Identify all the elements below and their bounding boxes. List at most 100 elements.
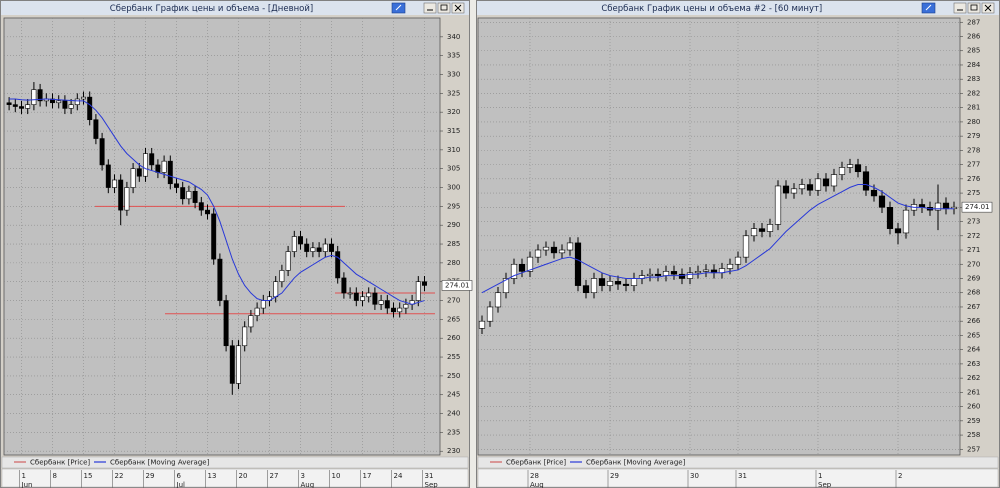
last-value-box xyxy=(961,201,993,213)
last-value-label: 274.01 xyxy=(965,203,990,211)
minimize-button[interactable] xyxy=(423,2,437,14)
candle-body xyxy=(878,195,886,208)
candle-body xyxy=(542,246,550,251)
month-label: Aug xyxy=(301,481,315,488)
candle-body xyxy=(254,307,260,316)
candle-body xyxy=(130,168,136,188)
candle-body xyxy=(298,236,303,245)
candle-body xyxy=(742,235,750,258)
y-tick-label: 295 xyxy=(447,202,460,210)
candle-body xyxy=(74,98,80,105)
y-tick-label: 286 xyxy=(967,33,981,41)
window-gap xyxy=(470,0,476,488)
candle-body xyxy=(782,185,790,194)
candle-body xyxy=(124,187,130,211)
y-tick-label: 257 xyxy=(967,445,980,453)
x-tick-label: 8 xyxy=(53,472,57,480)
y-tick-label: 335 xyxy=(447,52,460,60)
month-label: Jun xyxy=(21,481,33,488)
candle-body xyxy=(167,160,173,185)
maximize-button[interactable] xyxy=(967,2,981,14)
x-tick-label: 6 xyxy=(177,472,182,480)
candle-body xyxy=(678,273,686,279)
candle-body xyxy=(87,96,93,121)
candle-body xyxy=(822,178,830,187)
candle-body xyxy=(68,104,74,109)
candle-body xyxy=(422,281,427,286)
legend-strip xyxy=(1,456,469,469)
candle-body xyxy=(223,300,229,347)
candle-body xyxy=(734,256,742,265)
candle-body xyxy=(494,292,502,308)
candle-body xyxy=(758,228,766,232)
y-tick-label: 310 xyxy=(447,146,460,154)
candle-body xyxy=(750,228,758,237)
candle-body xyxy=(304,243,310,252)
candle-body xyxy=(598,278,606,286)
y-tick-label: 277 xyxy=(967,161,980,169)
candle-body xyxy=(574,242,582,286)
y-tick-label: 255 xyxy=(447,353,460,361)
candle-body xyxy=(790,188,798,194)
candle-body xyxy=(846,164,854,168)
y-tick-label: 340 xyxy=(447,33,460,41)
candle-body xyxy=(606,281,614,286)
candle-body xyxy=(37,89,43,102)
maximize-button[interactable] xyxy=(437,2,451,14)
last-value-label: 274.01 xyxy=(445,281,470,289)
candle-body xyxy=(838,167,846,175)
candle-body xyxy=(622,283,630,286)
candle-body xyxy=(149,153,155,166)
icon xyxy=(970,4,978,11)
y-tick-label: 285 xyxy=(447,240,460,248)
candle-body xyxy=(902,209,910,234)
x-tick-label: 2 xyxy=(898,472,902,480)
candle-body xyxy=(322,243,328,252)
y-tick-label: 260 xyxy=(967,403,980,411)
candle-body xyxy=(894,228,902,234)
candle-body xyxy=(6,102,12,105)
x-tick-label: 28 xyxy=(530,472,539,480)
y-tick-label: 273 xyxy=(967,218,980,226)
title-bar xyxy=(477,1,999,15)
y-tick-label: 290 xyxy=(447,221,460,229)
legend-label: Сбербанк [Price] xyxy=(506,459,566,467)
pin-icon xyxy=(395,4,402,11)
icon xyxy=(454,4,462,12)
x-tick-label: 10 xyxy=(332,472,341,480)
candle-body xyxy=(550,246,558,254)
y-tick-label: 271 xyxy=(967,246,980,254)
candle-body xyxy=(670,271,678,275)
candle-body xyxy=(25,104,31,109)
candle-body xyxy=(942,202,950,210)
x-tick-label: 1 xyxy=(818,472,822,480)
icon xyxy=(440,4,448,11)
candle-body xyxy=(403,304,409,309)
y-tick-label: 281 xyxy=(967,104,980,112)
date-strip xyxy=(1,468,469,488)
minimize-button[interactable] xyxy=(953,2,967,14)
candle-body xyxy=(686,272,694,279)
x-tick-label: 3 xyxy=(301,472,305,480)
candle-body xyxy=(766,224,774,232)
y-tick-label: 270 xyxy=(967,260,980,268)
y-tick-label: 320 xyxy=(447,108,460,116)
candle-body xyxy=(372,292,378,305)
candle-body xyxy=(806,184,814,191)
candle-body xyxy=(198,202,204,211)
x-tick-label: 20 xyxy=(239,472,248,480)
candle-body xyxy=(118,179,124,211)
y-tick-label: 262 xyxy=(967,374,980,382)
candle-body xyxy=(614,281,622,285)
candle-body xyxy=(161,160,167,173)
y-tick-label: 265 xyxy=(447,315,460,323)
y-tick-label: 330 xyxy=(447,71,460,79)
candle-body xyxy=(378,300,384,305)
x-tick-label: 13 xyxy=(208,472,217,480)
chart-window: Сбербанк График цены и объема - [Дневной… xyxy=(0,0,473,488)
candle-body xyxy=(360,296,365,301)
candle-body xyxy=(502,278,510,294)
candle-body xyxy=(291,236,297,252)
